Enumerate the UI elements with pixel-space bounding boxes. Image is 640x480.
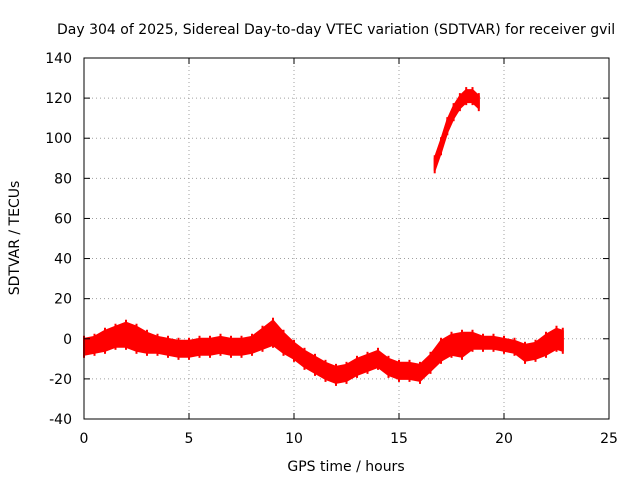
axis-ticks — [83, 57, 610, 420]
x-tick-label: 25 — [600, 431, 618, 447]
x-axis-label: GPS time / hours — [287, 459, 404, 475]
y-tick-label: 0 — [63, 332, 72, 348]
y-tick-label: 80 — [54, 171, 72, 187]
y-tick-label: 140 — [45, 51, 72, 67]
x-tick-label: 10 — [285, 431, 303, 447]
x-tick-label: 20 — [495, 431, 513, 447]
x-tick-label: 0 — [80, 431, 89, 447]
y-tick-label: -40 — [49, 412, 72, 428]
y-axis-label: SDTVAR / TECUs — [7, 181, 23, 296]
chart-title: Day 304 of 2025, Sidereal Day-to-day VTE… — [57, 22, 615, 38]
y-tick-label: 120 — [45, 91, 72, 107]
y-tick-label: 20 — [54, 292, 72, 308]
y-tick-label: 60 — [54, 211, 72, 227]
y-tick-label: 100 — [45, 131, 72, 147]
plot-frame — [83, 57, 610, 420]
x-tick-label: 15 — [390, 431, 408, 447]
y-tick-label: -20 — [49, 372, 72, 388]
x-tick-label: 5 — [185, 431, 194, 447]
tick-labels: 0 5 10 15 20 25 -40 -20 0 20 40 60 80 100 120 140 — [45, 51, 618, 447]
data-series — [83, 87, 564, 386]
y-tick-label: 40 — [54, 252, 72, 268]
